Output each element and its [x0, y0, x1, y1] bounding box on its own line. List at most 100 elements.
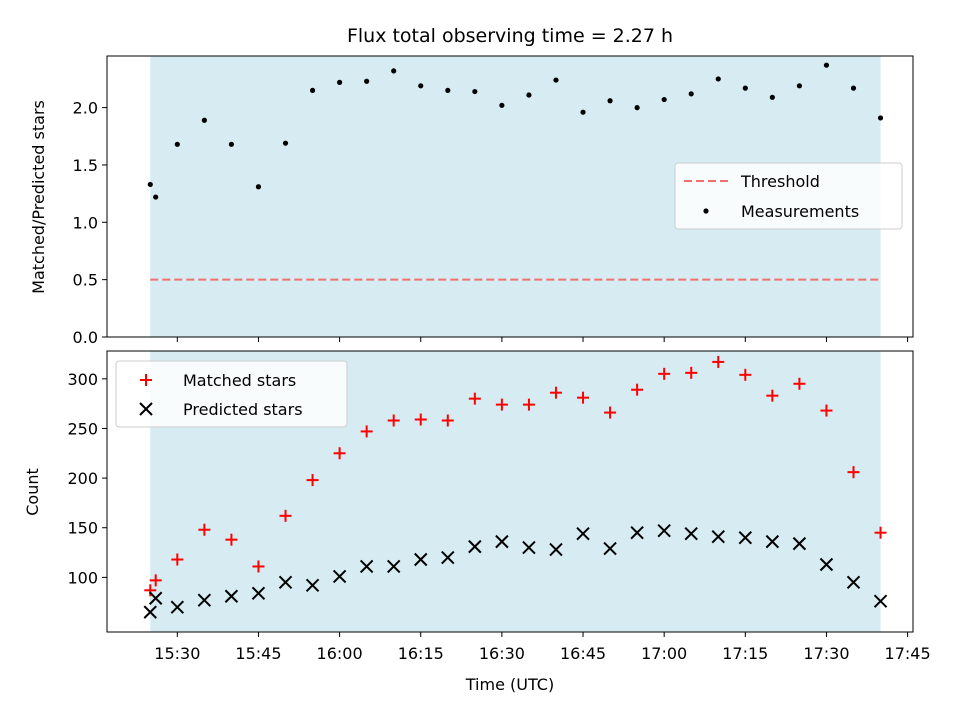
point-0-0-26 [823, 62, 830, 68]
point-1-1-26 [819, 557, 834, 572]
x-tick-label-7: 17:15 [722, 644, 768, 663]
plot-frame-1 [106, 350, 914, 633]
point-1-0-1 [149, 574, 162, 587]
point-1-1-13 [468, 539, 482, 554]
point-0-0-13 [472, 88, 478, 95]
point-1-0-0 [144, 584, 157, 597]
point-0-0-4 [228, 141, 235, 147]
bottom-y-axis-label: Count [23, 468, 42, 516]
legend-matched-marker [140, 374, 152, 386]
point-0-0-7 [309, 87, 316, 94]
point-1-0-3 [198, 523, 211, 536]
point-1-1-2 [170, 600, 185, 614]
point-0-0-22 [715, 76, 721, 82]
point-0-0-27 [850, 85, 857, 91]
point-1-1-5 [251, 586, 266, 600]
chart-title: Flux total observing time = 2.27 h [347, 25, 673, 47]
point-0-0-10 [391, 68, 397, 74]
point-0-0-18 [607, 98, 613, 104]
point-1-1-1 [148, 591, 163, 605]
legend-top: Threshold Measurements [674, 162, 903, 230]
legend-measurements-marker [703, 208, 709, 214]
point-1-0-7 [306, 474, 319, 487]
point-0-0-21 [688, 91, 694, 97]
point-1-0-15 [522, 398, 535, 411]
point-1-1-7 [305, 578, 320, 593]
point-0-0-23 [742, 85, 748, 91]
point-0-0-17 [580, 109, 586, 115]
point-0-0-12 [445, 87, 451, 94]
legend-bottom: Matched stars Predicted stars [115, 360, 348, 428]
point-1-0-6 [279, 509, 292, 522]
point-0-0-28 [877, 115, 884, 121]
point-1-1-19 [630, 525, 644, 540]
point-0-0-14 [499, 102, 505, 108]
point-1-0-28 [874, 526, 887, 539]
x-tick-label-4: 16:30 [479, 644, 525, 663]
y-tick-label-0-1: 0.5 [73, 271, 98, 290]
point-0-0-5 [255, 184, 262, 190]
point-1-0-23 [739, 368, 752, 381]
point-1-1-4 [224, 589, 239, 603]
legend-measurements-label: Measurements [741, 202, 859, 221]
point-1-1-6 [278, 575, 293, 590]
point-1-1-14 [495, 534, 509, 549]
legend-threshold-label: Threshold [740, 172, 820, 191]
y-tick-label-0-3: 1.5 [73, 156, 98, 175]
y-tick-label-1-4: 300 [67, 370, 98, 389]
point-1-0-14 [495, 398, 508, 411]
x-tick-label-8: 17:30 [803, 644, 849, 663]
y-tick-label-1-1: 150 [67, 519, 98, 538]
point-0-0-2 [174, 141, 180, 147]
point-1-1-17 [576, 526, 590, 541]
point-1-0-9 [360, 425, 373, 438]
point-1-0-25 [793, 377, 806, 390]
point-1-1-21 [684, 526, 698, 541]
point-1-0-2 [171, 553, 184, 566]
point-1-1-27 [846, 575, 861, 590]
legend-predicted-marker [139, 402, 153, 416]
point-1-1-25 [792, 536, 807, 551]
x-tick-label-1: 15:45 [235, 644, 281, 663]
point-1-0-26 [820, 404, 833, 417]
point-1-1-11 [414, 552, 428, 567]
y-tick-label-1-2: 200 [67, 469, 98, 488]
point-1-0-22 [712, 355, 725, 368]
point-1-0-17 [577, 391, 590, 404]
point-1-0-11 [414, 413, 427, 426]
x-tick-label-2: 16:00 [317, 644, 363, 663]
point-1-0-8 [333, 447, 346, 460]
point-0-0-20 [661, 96, 667, 103]
point-0-0-16 [553, 77, 559, 83]
x-axis-label: Time (UTC) [465, 675, 554, 694]
point-1-1-10 [386, 559, 401, 574]
point-1-0-19 [631, 383, 644, 396]
x-tick-label-9: 17:45 [885, 644, 931, 663]
point-1-0-20 [658, 367, 671, 380]
point-1-1-22 [711, 529, 725, 544]
y-tick-label-0-4: 2.0 [73, 99, 98, 118]
legend-matched-label: Matched stars [183, 371, 296, 390]
point-1-0-21 [685, 366, 698, 379]
point-1-1-0 [143, 605, 157, 619]
point-1-1-16 [549, 542, 563, 557]
point-0-0-0 [147, 181, 153, 188]
point-1-0-27 [847, 466, 860, 479]
point-0-0-15 [526, 92, 532, 98]
point-1-0-12 [441, 414, 454, 427]
point-1-1-8 [332, 569, 347, 584]
point-1-0-5 [252, 560, 265, 573]
top-y-axis-label: Matched/Predicted stars [29, 100, 48, 294]
point-1-0-13 [468, 392, 481, 405]
point-0-0-1 [153, 194, 159, 200]
point-1-1-20 [657, 524, 671, 538]
plot-frame-0 [106, 55, 914, 338]
y-tick-label-1-3: 250 [67, 419, 98, 438]
point-1-0-4 [225, 533, 238, 546]
y-tick-label-0-0: 0.0 [73, 328, 98, 347]
point-0-0-3 [201, 117, 207, 123]
point-1-1-9 [359, 559, 374, 574]
point-0-0-11 [418, 83, 424, 89]
x-tick-label-3: 16:15 [398, 644, 444, 663]
